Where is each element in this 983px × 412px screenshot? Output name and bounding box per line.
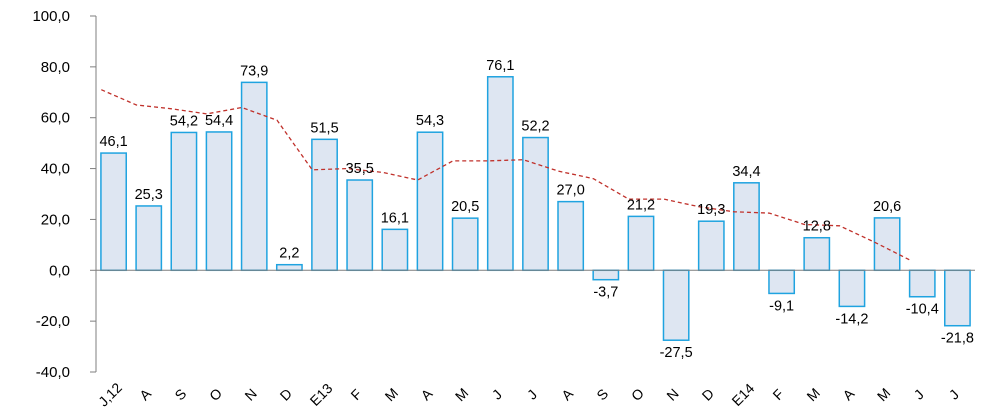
data-label: 27,0	[557, 183, 585, 199]
y-axis-ticks: -40,0 -20,0 0,0 20,0 40,0 60,0 80,0 100,0	[32, 8, 96, 381]
data-label: 54,3	[416, 113, 444, 129]
x-tick-label: M	[452, 385, 472, 405]
bar	[205, 131, 233, 272]
data-label: 25,3	[135, 187, 163, 203]
bar	[838, 269, 866, 308]
bar	[733, 182, 760, 272]
data-label: -3,7	[593, 285, 618, 301]
x-tick-label: F	[769, 386, 786, 403]
data-label: 52,2	[521, 119, 549, 135]
bar	[381, 228, 409, 272]
bar-series	[100, 76, 971, 341]
data-label: 34,4	[732, 164, 760, 180]
bar	[592, 269, 620, 281]
y-tick-label: -40,0	[36, 364, 70, 381]
x-tick-label: O	[206, 385, 225, 404]
data-label: 54,2	[170, 113, 198, 129]
data-label: -27,5	[660, 345, 693, 361]
x-tick-label: A	[418, 385, 436, 403]
data-label: 12,8	[803, 219, 831, 235]
trend-line	[101, 89, 911, 261]
axes	[95, 16, 975, 372]
bar	[240, 81, 268, 272]
bar	[170, 131, 198, 272]
x-tick-label: O	[628, 385, 647, 404]
x-tick-label: F	[347, 386, 364, 403]
x-tick-label: E13	[307, 380, 336, 409]
x-tick-label: M	[874, 385, 894, 405]
data-label: 20,6	[873, 199, 901, 215]
y-tick-label: 20,0	[41, 211, 70, 228]
y-tick-label: 60,0	[41, 110, 70, 127]
bar	[100, 152, 127, 272]
x-tick-label: E14	[728, 380, 757, 409]
x-tick-label: D	[699, 385, 717, 403]
x-tick-label: A	[136, 385, 154, 403]
data-label: 21,2	[627, 197, 655, 213]
data-label: 19,3	[697, 202, 725, 218]
x-tick-label: J	[911, 386, 927, 402]
bar	[416, 131, 444, 272]
x-tick-label: J	[489, 386, 505, 402]
data-label: 51,5	[310, 120, 338, 136]
bar	[346, 179, 374, 272]
y-tick-label: 100,0	[32, 8, 70, 25]
x-tick-label: N	[241, 385, 259, 403]
bar	[697, 220, 725, 272]
data-label: 2,2	[279, 246, 299, 262]
data-label: 35,5	[346, 161, 374, 177]
y-tick-label: 0,0	[49, 262, 70, 279]
y-tick-label: 80,0	[41, 59, 70, 76]
data-label: 16,1	[381, 210, 409, 226]
bar	[627, 215, 655, 272]
data-label: -9,1	[769, 298, 794, 314]
x-tick-label: M	[382, 385, 402, 405]
x-tick-label: M	[803, 385, 823, 405]
bar	[944, 269, 971, 327]
bar	[522, 136, 549, 272]
data-label: -21,8	[941, 331, 974, 347]
bar	[873, 217, 901, 272]
bar	[662, 269, 690, 341]
bar	[486, 76, 514, 272]
data-labels: 46,1 25,3 54,2 54,4 73,9 2,2 51,5 35,5 16,1 54,3 2…	[99, 58, 973, 361]
bar	[557, 200, 585, 272]
data-label: 73,9	[240, 63, 268, 79]
bar	[908, 269, 936, 298]
x-tick-label: S	[171, 386, 189, 404]
bar	[275, 263, 303, 272]
data-label: 76,1	[486, 58, 514, 74]
bar	[451, 217, 479, 272]
data-label: -14,2	[835, 311, 868, 327]
data-label: 20,5	[451, 199, 479, 215]
x-tick-label: D	[277, 385, 295, 403]
bar	[135, 205, 163, 272]
bar	[768, 269, 796, 295]
x-tick-label: S	[593, 386, 611, 404]
x-tick-label: J	[524, 386, 540, 402]
x-tick-label: J,12	[95, 379, 125, 409]
x-axis-ticks: J,12 A S O N D E13 F M A M J J A S O N D E14 F M A M J J	[95, 379, 962, 409]
x-tick-label: A	[839, 385, 857, 403]
x-tick-label: N	[663, 385, 681, 403]
data-label: 54,4	[205, 113, 233, 129]
bar	[803, 236, 831, 272]
y-tick-label: 40,0	[41, 161, 70, 178]
x-tick-label: A	[558, 385, 576, 403]
data-label: -10,4	[906, 302, 939, 318]
y-tick-label: -20,0	[36, 313, 70, 330]
x-tick-label: J	[946, 386, 962, 402]
bar	[311, 138, 338, 272]
data-label: 46,1	[99, 134, 127, 150]
